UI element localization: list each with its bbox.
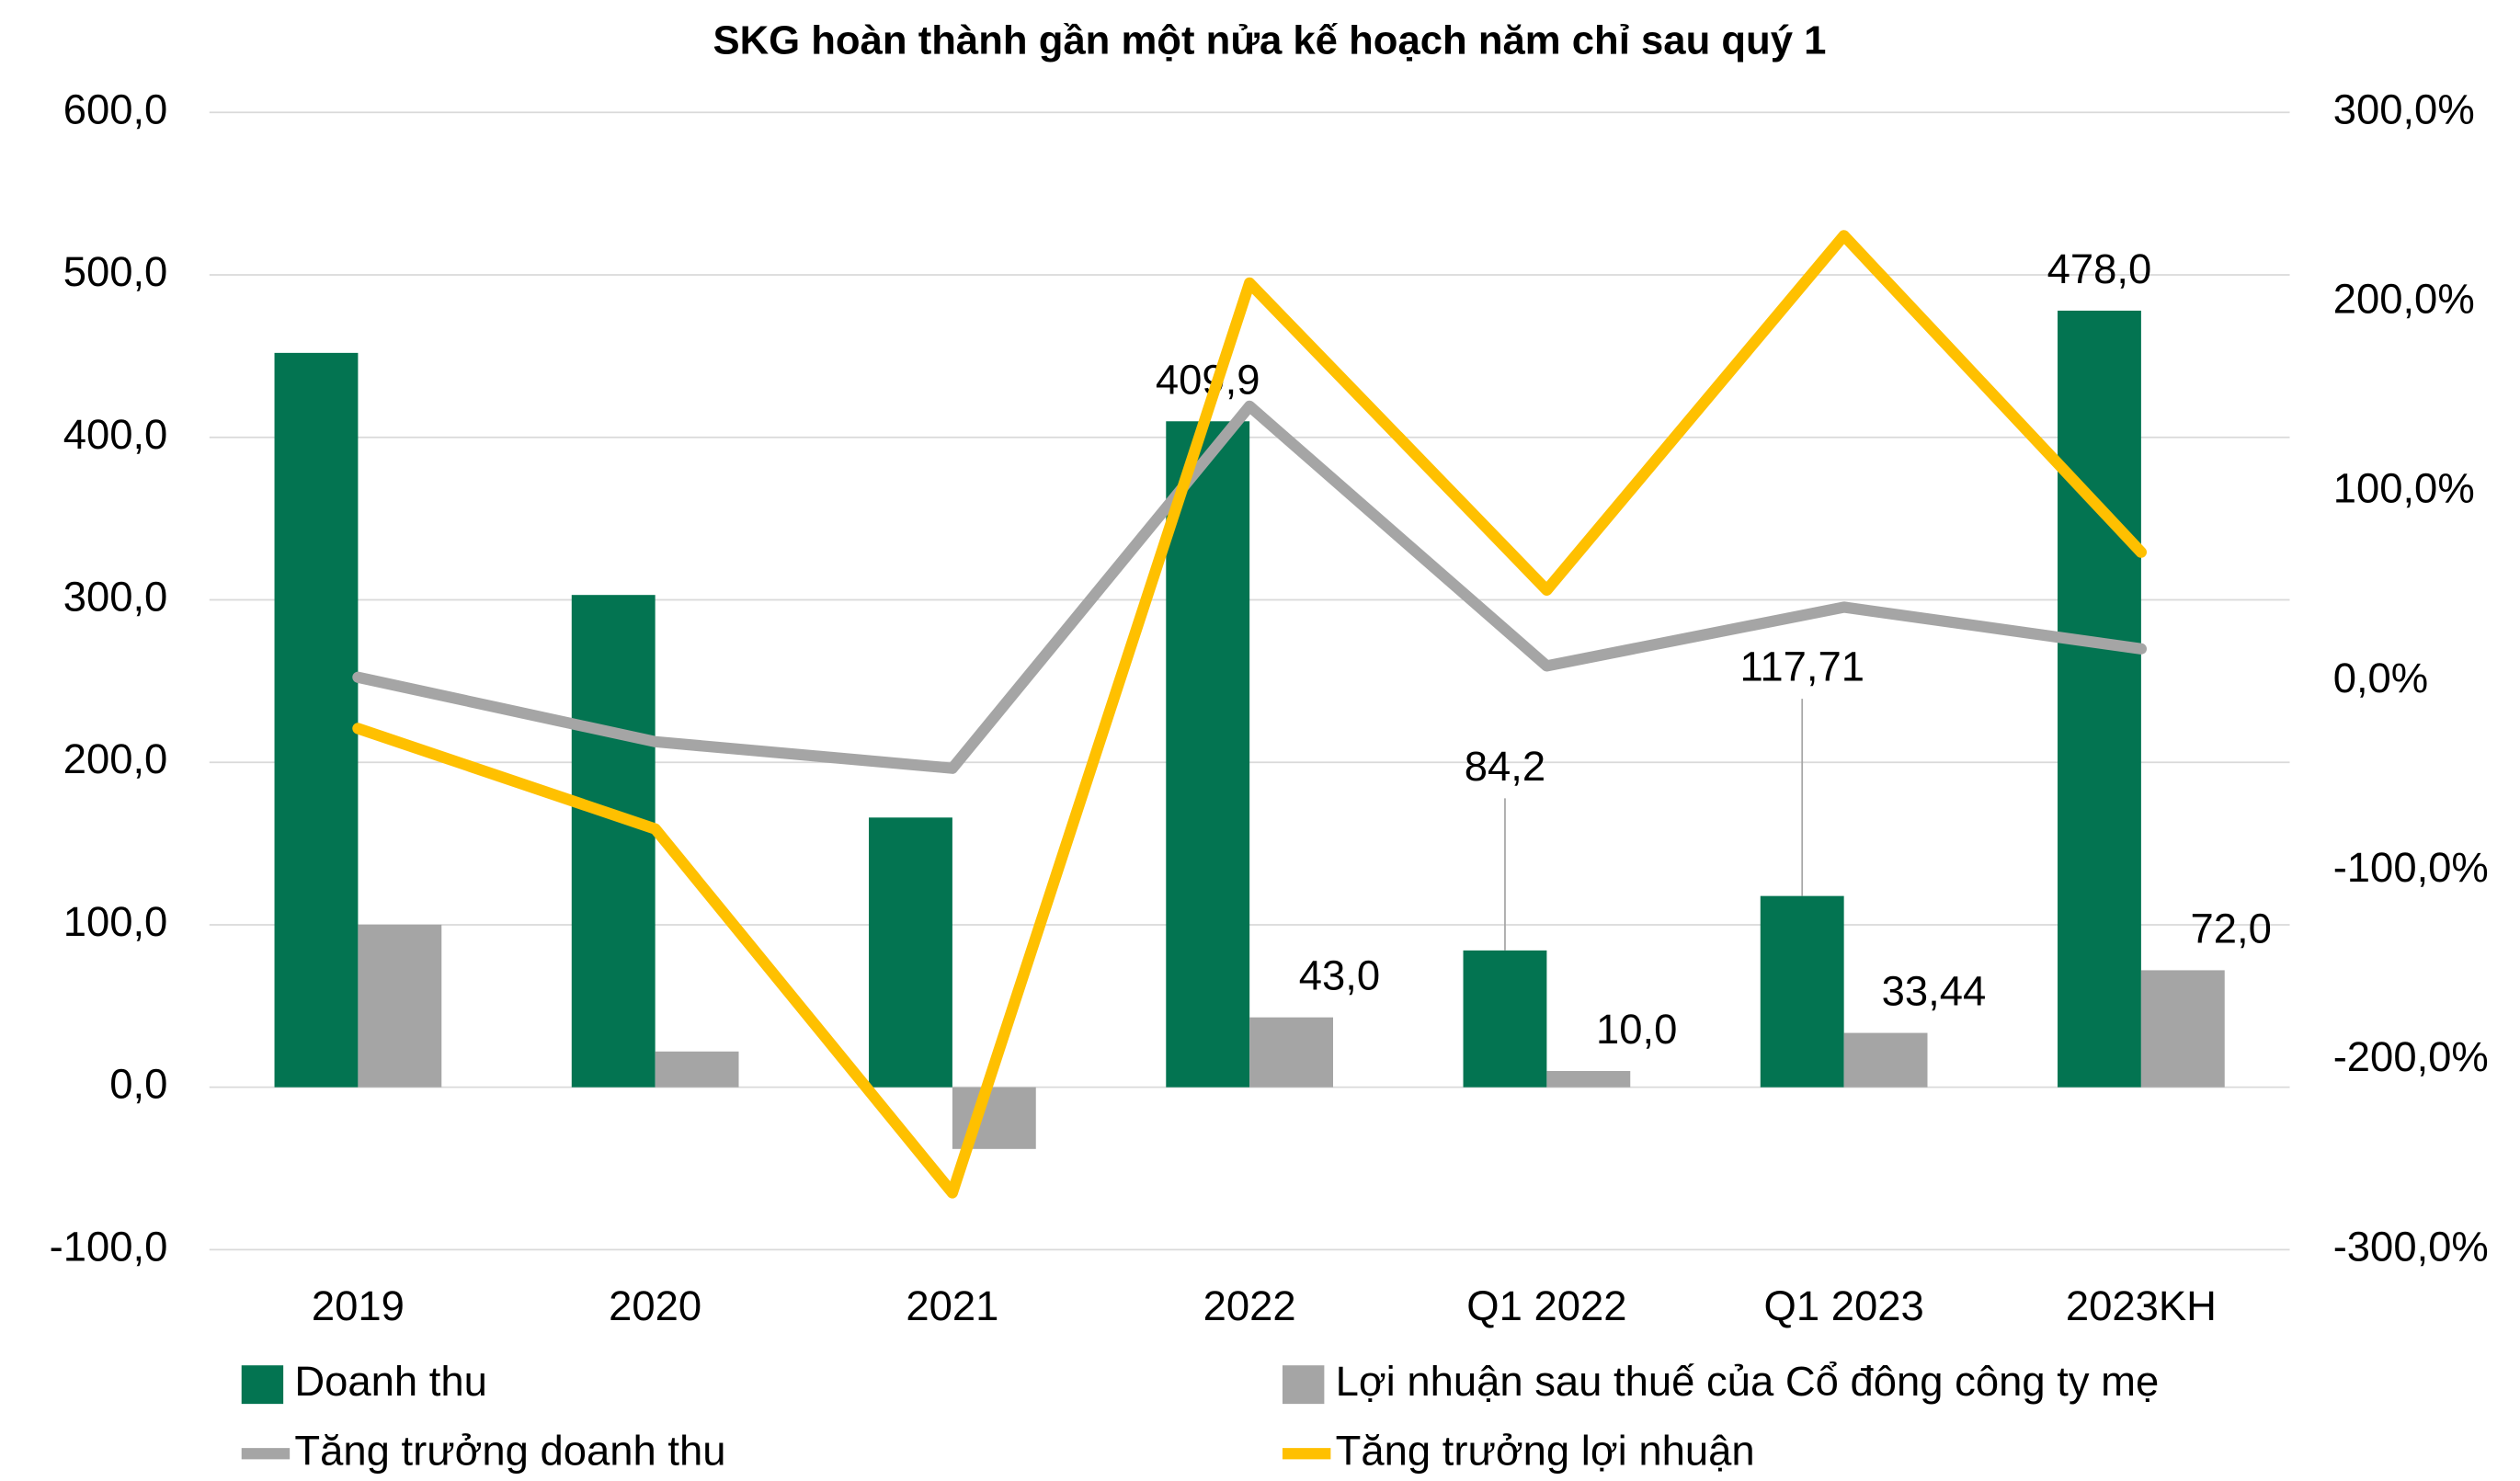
y2-tick-label: 300,0%: [2333, 85, 2475, 132]
bar: [2058, 310, 2141, 1088]
line-series: [352, 400, 2148, 774]
x-tick-label: Q1 2023: [1764, 1282, 1924, 1329]
data-label: 117,71: [1739, 644, 1864, 690]
bar: [869, 817, 952, 1088]
chart-title: SKG hoàn thành gần một nửa kế hoạch năm …: [713, 18, 1826, 63]
y2-tick-label: -100,0%: [2333, 844, 2489, 891]
y-tick-label: 600,0: [63, 85, 168, 132]
y-tick-label: 500,0: [63, 248, 168, 295]
y-tick-label: 300,0: [63, 573, 168, 620]
x-tick-label: 2022: [1203, 1282, 1296, 1329]
line-series: [352, 230, 2148, 1199]
y2-tick-label: 200,0%: [2333, 275, 2475, 322]
y-tick-label: 200,0: [63, 735, 168, 782]
y2-tick-label: -200,0%: [2333, 1033, 2489, 1080]
data-label: 10,0: [1596, 1006, 1677, 1053]
bar: [358, 924, 442, 1088]
legend-label: Tăng trưởng doanh thu: [294, 1427, 725, 1474]
legend-label: Doanh thu: [294, 1358, 487, 1405]
x-tick-label: 2021: [906, 1282, 998, 1329]
y-tick-label: 100,0: [63, 898, 168, 945]
bar: [1249, 1017, 1334, 1088]
bar: [2140, 970, 2225, 1088]
x-tick-label: 2020: [609, 1282, 701, 1329]
x-tick-label: 2019: [312, 1282, 405, 1329]
bar: [1166, 421, 1250, 1088]
legend-swatch: [1282, 1365, 1325, 1405]
x-tick-label: Q1 2022: [1466, 1282, 1626, 1329]
data-label: 33,44: [1882, 968, 1987, 1015]
y-tick-label: 400,0: [63, 411, 168, 458]
bar: [1463, 950, 1547, 1088]
x-tick-label: 2023KH: [2066, 1282, 2217, 1329]
bar: [571, 595, 656, 1088]
bar: [1546, 1070, 1631, 1088]
bar: [274, 352, 359, 1088]
y2-tick-label: 100,0%: [2333, 465, 2475, 512]
legend-label: Tăng trưởng lợi nhuận: [1336, 1427, 1755, 1474]
y2-tick-label: -300,0%: [2333, 1223, 2489, 1270]
bar: [655, 1051, 739, 1088]
y-tick-label: -100,0: [50, 1223, 168, 1270]
legend-swatch: [241, 1365, 284, 1405]
data-label: 43,0: [1299, 952, 1380, 999]
bar: [1843, 1032, 1928, 1088]
y-tick-label: 0,0: [109, 1061, 167, 1108]
data-label: 84,2: [1465, 743, 1545, 790]
y2-tick-label: 0,0%: [2333, 655, 2429, 701]
data-label: 478,0: [2047, 245, 2152, 292]
data-label: 72,0: [2191, 905, 2272, 951]
bar: [1760, 895, 1844, 1088]
legend-label: Lợi nhuận sau thuế của Cổ đông công ty m…: [1336, 1358, 2160, 1405]
